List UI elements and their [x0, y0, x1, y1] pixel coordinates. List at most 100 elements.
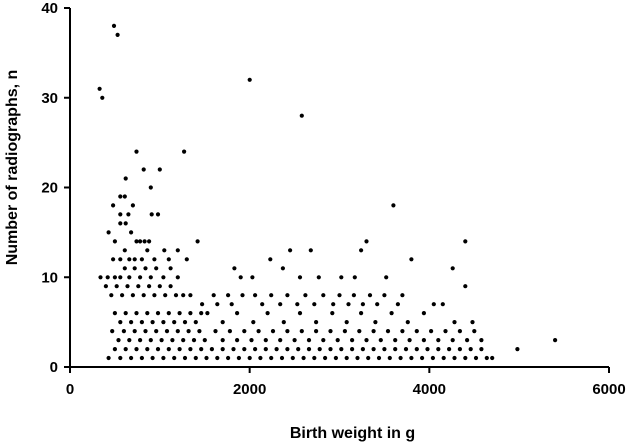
data-point [154, 329, 159, 334]
data-point [263, 338, 268, 343]
data-point [132, 329, 137, 334]
data-point [143, 266, 148, 271]
data-point [100, 95, 105, 100]
data-point [364, 239, 369, 244]
data-point [450, 338, 455, 343]
y-tick-label: 40 [41, 0, 58, 17]
data-point [111, 203, 116, 208]
data-point [238, 275, 243, 280]
data-point [155, 311, 161, 316]
data-point [359, 248, 364, 253]
data-point [375, 302, 380, 307]
data-point [339, 347, 344, 352]
data-point [443, 329, 448, 334]
x-tick-label: 4000 [413, 381, 446, 398]
data-point [103, 284, 108, 289]
data-point [114, 284, 119, 289]
data-point [323, 355, 328, 361]
data-point [430, 355, 435, 361]
data-point [398, 355, 403, 361]
data-point [106, 230, 111, 235]
data-point [253, 293, 258, 298]
data-point [136, 284, 141, 289]
data-point [199, 311, 204, 316]
data-point [148, 185, 153, 190]
data-point [161, 275, 166, 280]
data-point [166, 257, 171, 262]
data-point [316, 275, 321, 280]
data-point [148, 275, 153, 280]
data-point [431, 302, 436, 307]
data-point [163, 293, 168, 298]
data-point [414, 329, 419, 334]
data-point [182, 149, 187, 154]
data-point [553, 338, 558, 343]
data-point [129, 320, 134, 325]
data-point [515, 347, 520, 352]
data-point [118, 221, 123, 226]
data-point [227, 329, 232, 334]
data-point [247, 355, 252, 361]
data-point [387, 355, 392, 361]
data-point [285, 347, 290, 352]
data-point [321, 293, 326, 298]
data-point [154, 266, 159, 271]
data-point [250, 275, 255, 280]
data-point [314, 329, 319, 334]
data-point [173, 293, 179, 298]
data-point [127, 275, 132, 280]
data-point [204, 355, 209, 361]
data-point [382, 347, 387, 352]
data-point [249, 338, 254, 343]
data-point [138, 239, 143, 244]
data-point [385, 329, 391, 334]
data-point [226, 293, 231, 298]
data-point [130, 293, 135, 298]
data-point [344, 355, 349, 361]
data-point [226, 355, 231, 361]
data-point [346, 302, 351, 307]
data-point [457, 329, 462, 334]
data-point [355, 355, 360, 361]
data-point [391, 203, 396, 208]
data-point [123, 176, 128, 181]
data-point [308, 248, 313, 253]
data-point [215, 355, 220, 361]
data-point [409, 355, 414, 361]
data-point [479, 338, 484, 343]
data-point [121, 329, 126, 334]
data-point [202, 338, 207, 343]
data-point [149, 212, 154, 217]
data-point [288, 248, 293, 253]
data-point [407, 338, 412, 343]
data-point [168, 266, 173, 271]
data-point [155, 347, 161, 352]
data-point [367, 293, 373, 298]
data-point [232, 266, 237, 271]
data-point [260, 302, 265, 307]
data-point [441, 355, 446, 361]
data-point [314, 320, 319, 325]
data-point [378, 338, 383, 343]
data-point [339, 275, 344, 280]
data-point [253, 347, 258, 352]
data-point [258, 355, 263, 361]
data-point [188, 293, 193, 298]
data-point [490, 355, 495, 361]
data-point [290, 355, 295, 361]
data-point [188, 311, 193, 316]
data-point [317, 347, 322, 352]
data-point [479, 347, 484, 352]
x-tick-label: 6000 [592, 381, 625, 398]
data-point [366, 355, 371, 361]
data-point [118, 257, 123, 262]
data-point [200, 302, 205, 307]
data-point [170, 338, 175, 343]
data-point [161, 355, 166, 361]
data-point [344, 320, 349, 325]
data-point [143, 329, 148, 334]
data-point [115, 32, 120, 38]
data-point [373, 320, 378, 325]
x-tick-label: 0 [66, 381, 74, 398]
data-point [141, 167, 146, 172]
